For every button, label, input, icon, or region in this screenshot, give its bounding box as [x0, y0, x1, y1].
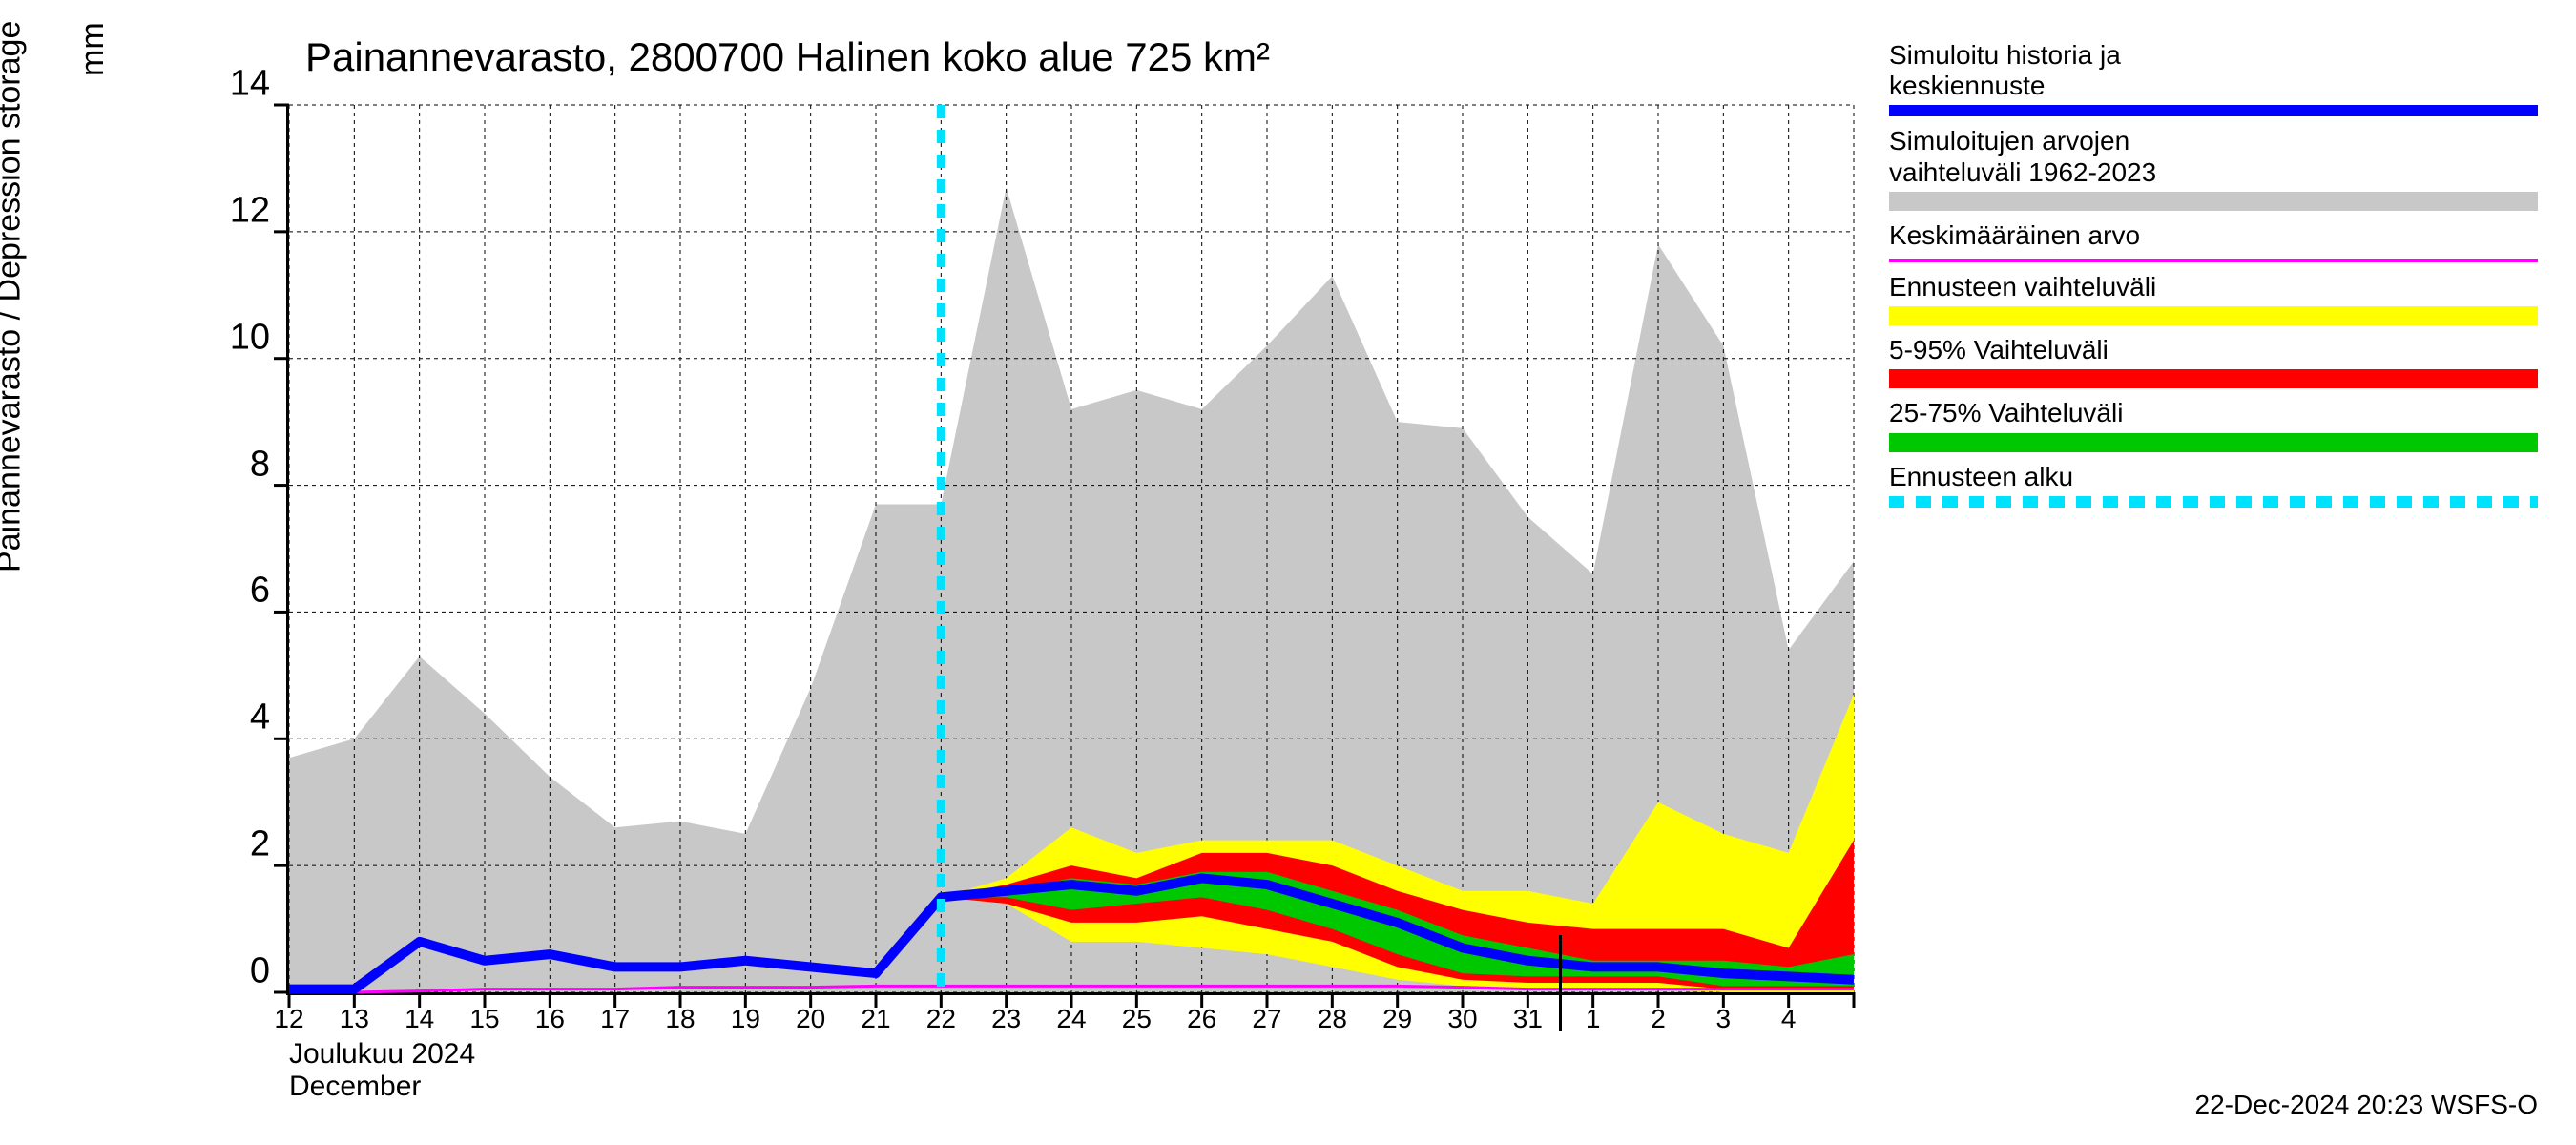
x-tick-label: 25	[1122, 1004, 1152, 1034]
legend-label: 5-95% Vaihteluväli	[1889, 335, 2538, 365]
y-tick-label: 8	[203, 444, 270, 485]
x-tick-label: 24	[1056, 1004, 1086, 1034]
x-tick-label: 28	[1318, 1004, 1347, 1034]
month-caption-en: December	[289, 1071, 421, 1103]
x-tick-label: 16	[535, 1004, 565, 1034]
legend-item-fcst-range: Ennusteen vaihteluväli	[1889, 272, 2538, 325]
x-tick-label: 22	[926, 1004, 956, 1034]
plot-svg	[289, 105, 1854, 992]
x-tick-label: 21	[861, 1004, 890, 1034]
x-tick-label: 15	[469, 1004, 499, 1034]
legend-swatch-gray	[1889, 192, 2538, 211]
plot-area: 02468101214 1213141516171819202122232425…	[286, 105, 1854, 995]
legend-item-p25-75: 25-75% Vaihteluväli	[1889, 398, 2538, 451]
x-tick-label: 12	[274, 1004, 303, 1034]
x-tick-label: 23	[991, 1004, 1021, 1034]
y-tick-label: 0	[203, 951, 270, 992]
x-tick-label: 26	[1187, 1004, 1216, 1034]
x-tick-label: 14	[405, 1004, 434, 1034]
legend-swatch-red	[1889, 369, 2538, 388]
legend-label: keskiennuste	[1889, 71, 2538, 101]
legend-swatch-blue	[1889, 105, 2538, 116]
legend-item-sim-range: Simuloitujen arvojen vaihteluväli 1962-2…	[1889, 126, 2538, 210]
legend-item-fcst-start: Ennusteen alku	[1889, 462, 2538, 508]
y-tick-label: 6	[203, 571, 270, 612]
legend: Simuloitu historia ja keskiennuste Simul…	[1889, 40, 2538, 517]
legend-swatch-magenta	[1889, 259, 2538, 262]
y-tick-label: 4	[203, 697, 270, 739]
legend-item-p5-95: 5-95% Vaihteluväli	[1889, 335, 2538, 388]
chart-container: Painannevarasto / Depression storage mm …	[0, 0, 2576, 1145]
x-tick-label: 2	[1651, 1004, 1666, 1034]
y-axis-label: Painannevarasto / Depression storage	[0, 21, 29, 572]
x-tick-label: 1	[1586, 1004, 1601, 1034]
y-axis-unit: mm	[74, 22, 112, 76]
legend-label: 25-75% Vaihteluväli	[1889, 398, 2538, 428]
chart-title: Painannevarasto, 2800700 Halinen koko al…	[305, 34, 1270, 80]
x-tick-label: 13	[340, 1004, 369, 1034]
legend-swatch-cyan	[1889, 496, 2538, 508]
y-tick-label: 12	[203, 190, 270, 231]
legend-swatch-yellow	[1889, 306, 2538, 325]
x-tick-label: 30	[1447, 1004, 1477, 1034]
y-tick-label: 14	[203, 64, 270, 105]
legend-swatch-green	[1889, 433, 2538, 452]
legend-label: Keskimääräinen arvo	[1889, 220, 2538, 251]
x-tick-label: 18	[665, 1004, 695, 1034]
y-tick-label: 2	[203, 824, 270, 865]
y-tick-label: 10	[203, 317, 270, 358]
legend-item-mean: Keskimääräinen arvo	[1889, 220, 2538, 262]
x-tick-label: 4	[1781, 1004, 1797, 1034]
legend-label: Ennusteen alku	[1889, 462, 2538, 492]
legend-label: Simuloitujen arvojen	[1889, 126, 2538, 156]
x-tick-label: 3	[1716, 1004, 1732, 1034]
legend-label: vaihteluväli 1962-2023	[1889, 157, 2538, 188]
x-tick-label: 27	[1252, 1004, 1281, 1034]
x-tick-label: 31	[1513, 1004, 1543, 1034]
month-caption-fi: Joulukuu 2024	[289, 1038, 475, 1071]
legend-item-sim-hist: Simuloitu historia ja keskiennuste	[1889, 40, 2538, 116]
footer-timestamp: 22-Dec-2024 20:23 WSFS-O	[2195, 1090, 2539, 1120]
x-tick-label: 29	[1382, 1004, 1412, 1034]
x-tick-label: 19	[731, 1004, 760, 1034]
legend-label: Simuloitu historia ja	[1889, 40, 2538, 71]
x-tick-label: 17	[600, 1004, 630, 1034]
x-tick-label: 20	[796, 1004, 825, 1034]
legend-label: Ennusteen vaihteluväli	[1889, 272, 2538, 302]
